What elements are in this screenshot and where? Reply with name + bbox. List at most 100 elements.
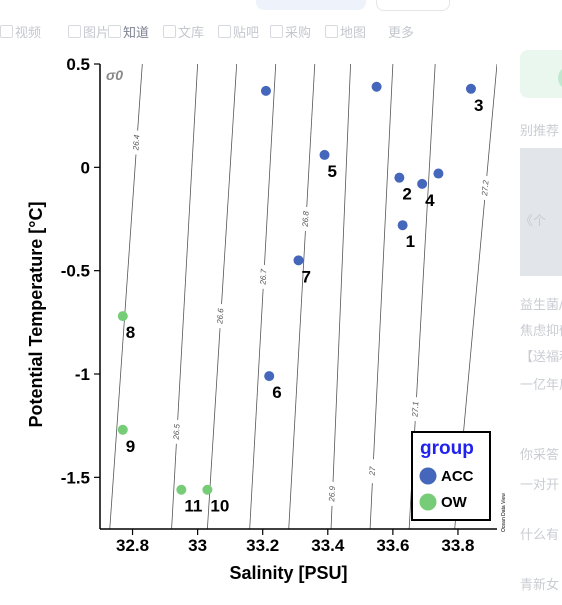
nav-item-1[interactable]: 图片: [68, 22, 109, 41]
y-tick-label: 0: [81, 158, 90, 177]
sidebar-line[interactable]: 焦虑抑郁: [520, 324, 562, 339]
point-label: 6: [272, 383, 281, 402]
isopycnal-label-bg: [259, 264, 268, 290]
nav-item-4[interactable]: 贴吧: [218, 22, 259, 41]
ts-diagram: 26.3 26.4 26.5 26.6 26.7 26.8 26.9 27 27.1 27.2 32…: [0, 44, 510, 600]
x-tick-label: 32.8: [116, 536, 149, 555]
nav-item-6[interactable]: 地图: [325, 22, 366, 41]
isopycnal-label: 27.2: [480, 179, 491, 197]
nav-item-label: 采购: [285, 26, 312, 41]
isopycnal-label-bg: [411, 396, 421, 422]
nav-item-7[interactable]: 更多: [388, 22, 414, 41]
legend: group ACC OW: [411, 431, 491, 521]
sidebar-banner[interactable]: [520, 50, 562, 98]
y-tick-label: -1: [75, 365, 90, 384]
isopycnal-label: 26.5: [172, 423, 182, 441]
sidebar-line[interactable]: 什么有: [520, 528, 560, 543]
sidebar-line[interactable]: 一对开: [520, 478, 560, 493]
data-point-ow: [117, 424, 128, 435]
isopycnal-line: [171, 64, 199, 529]
data-point-acc: [465, 83, 476, 94]
isopycnal-line: [206, 64, 238, 529]
isopycnal-line: [288, 64, 316, 529]
sidebar-thumbnail[interactable]: [520, 148, 562, 276]
isopycnal-label-bg: [481, 175, 491, 201]
isopycnal-label-bg: [368, 458, 378, 484]
nav-item-label: 视频: [15, 26, 42, 41]
x-tick-label: 33.6: [376, 536, 409, 555]
isopycnal-label-bg: [301, 206, 311, 232]
isopycnal-label-bg: [172, 419, 182, 445]
nav-item-label: 图片: [83, 26, 110, 41]
point-label: 10: [210, 497, 229, 516]
isopycnal-line: [330, 64, 351, 529]
tieba-icon: [218, 25, 231, 38]
watermark: Ocean Data View: [501, 493, 507, 532]
isopycnal-label: 26.4: [131, 134, 141, 152]
isopycnal-label: 26.9: [327, 485, 337, 502]
play-icon: [558, 66, 562, 90]
nav-item-0[interactable]: 视频: [0, 22, 41, 41]
search-button-edge[interactable]: [376, 0, 450, 11]
y-tick-label: 0.5: [66, 55, 90, 74]
x-tick-label: 33: [188, 536, 207, 555]
legend-label: ACC: [441, 468, 474, 485]
nav-item-2[interactable]: 知道: [108, 22, 149, 41]
point-label: 11: [184, 497, 202, 516]
isopycnal-label: 27.1: [410, 401, 420, 418]
sigma-label: σ0: [106, 67, 123, 83]
isopycnal-label-bg: [328, 481, 337, 507]
nav-item-label: 地图: [340, 26, 367, 41]
sidebar-line[interactable]: 青新女: [520, 578, 560, 593]
y-axis-label: Potential Temperature [°C]: [26, 202, 46, 428]
x-tick-label: 33.4: [311, 536, 345, 555]
data-point-acc: [417, 178, 428, 189]
point-label: 2: [402, 185, 411, 204]
isopycnal-line: [369, 64, 394, 529]
data-point-acc: [397, 220, 408, 231]
image-icon: [68, 25, 81, 38]
sidebar-line[interactable]: 别推荐: [520, 124, 560, 139]
sidebar-line[interactable]: 《个: [520, 214, 547, 229]
isopycnal-line: [87, 64, 97, 529]
data-point-ow: [202, 484, 213, 495]
chart-svg: 26.326.426.526.626.726.826.92727.127.232…: [26, 55, 507, 583]
point-label: 8: [126, 323, 135, 342]
data-point-ow: [176, 484, 187, 495]
nav-item-label: 更多: [388, 26, 415, 41]
sidebar-line[interactable]: 益生菌/: [520, 298, 562, 313]
isopycnal-label: 27: [368, 466, 378, 477]
point-label: 1: [406, 232, 415, 251]
sidebar-line[interactable]: 你采答: [520, 448, 560, 463]
legend-swatch-acc: [419, 467, 437, 485]
x-tick-label: 33.2: [246, 536, 279, 555]
x-tick-label: 33.8: [441, 536, 474, 555]
sidebar-line[interactable]: 一亿年后: [520, 378, 562, 393]
point-label: 4: [425, 191, 435, 210]
data-point-ow: [117, 311, 128, 322]
nav-item-label: 贴吧: [233, 26, 260, 41]
nav-item-3[interactable]: 文库: [163, 22, 204, 41]
nav-item-5[interactable]: 采购: [270, 22, 311, 41]
map-icon: [325, 25, 338, 38]
data-point-acc: [394, 172, 405, 183]
isopycnal-label: 26.6: [215, 308, 225, 326]
x-axis-label: Salinity [PSU]: [229, 563, 347, 583]
legend-swatch-ow: [419, 493, 437, 511]
isopycnal-label: 26.7: [258, 268, 268, 286]
zhidao-icon: [108, 25, 121, 38]
data-point-acc: [319, 149, 330, 160]
point-label: 7: [302, 267, 311, 286]
data-point-acc: [264, 371, 275, 382]
y-tick-label: -1.5: [61, 468, 90, 487]
point-label: 5: [328, 162, 337, 181]
search-box-edge[interactable]: [256, 0, 366, 10]
cart-icon: [270, 25, 283, 38]
nav-item-label: 知道: [123, 26, 150, 41]
point-label: 3: [474, 96, 483, 115]
point-label: 9: [126, 437, 135, 456]
data-point-acc: [293, 255, 304, 266]
data-point-acc: [260, 85, 271, 96]
sidebar-line[interactable]: 【送福利: [520, 350, 562, 365]
